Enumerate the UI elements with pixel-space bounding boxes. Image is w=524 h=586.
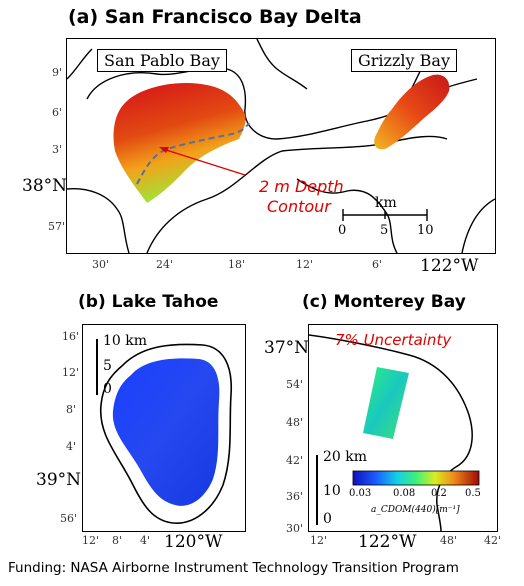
monterey-bay-map-graphic [309, 334, 480, 531]
scale-c-top: 20 km [323, 449, 368, 465]
scale-c-zero: 0 [323, 511, 332, 527]
lat-tick-c: 30' [286, 522, 304, 535]
scale-b-zero: 0 [103, 381, 112, 397]
lon-tick-a: 18' [228, 258, 246, 271]
lat-tick-c: 48' [286, 416, 304, 429]
lat-tick-b: 12' [62, 366, 80, 379]
lat-tick-a: 57' [48, 220, 66, 233]
panel-b-title: (b) Lake Tahoe [78, 292, 219, 312]
scale-b-mid: 5 [103, 358, 112, 374]
panel-b-map: 10 km 5 0 [82, 324, 246, 532]
annotation-arrow [162, 148, 246, 176]
san-pablo-bay-data [113, 82, 246, 203]
scale-tick-a-5: 5 [380, 223, 389, 238]
lon-tick-a: 24' [156, 258, 174, 271]
lon-tick-b: 8' [112, 534, 123, 547]
scale-tick-a-10: 10 [417, 223, 434, 238]
panel-c-map: 7% Uncertainty 20 km 10 0 0.03 0.08 0.2 … [308, 324, 498, 532]
lon-tick-a: 6' [372, 258, 383, 271]
lake-tahoe-data [112, 358, 220, 506]
grizzly-bay-data [374, 74, 450, 150]
annotation-contour: Contour [267, 197, 331, 216]
lat-tick-b: 8' [66, 403, 77, 416]
lon-tick-a: 122°W [420, 256, 479, 276]
lat-tick-b: 39°N [36, 470, 82, 490]
lat-tick-a: 9' [52, 66, 63, 79]
lon-tick-a: 12' [296, 258, 314, 271]
depth-contour [136, 122, 250, 185]
annotation-2m-depth: 2 m Depth [259, 177, 344, 196]
lon-tick-c: 48' [440, 534, 458, 547]
monterey-bay-data [363, 367, 409, 439]
funding-footer: Funding: NASA Airborne Instrument Techno… [8, 560, 459, 576]
lat-tick-b: 16' [62, 330, 80, 343]
lon-tick-b: 120°W [164, 532, 223, 552]
colorbar-tick: 0.2 [431, 488, 447, 499]
label-grizzly-bay: Grizzly Bay [351, 49, 457, 72]
lat-tick-a: 38°N [22, 176, 68, 196]
panel-c-title: (c) Monterey Bay [302, 292, 466, 312]
label-san-pablo-bay: San Pablo Bay [97, 49, 227, 72]
lat-tick-c: 36' [286, 490, 304, 503]
lon-tick-c: 122°W [358, 532, 417, 552]
annotation-arrowhead [159, 147, 169, 153]
scale-b-top: 10 km [103, 333, 148, 349]
monterey-coastline [309, 334, 473, 531]
lon-tick-b: 4' [140, 534, 151, 547]
lat-tick-c: 42' [286, 454, 304, 467]
scale-tick-a-0: 0 [338, 223, 347, 238]
panel-a-map: San Pablo Bay Grizzly Bay 2 m Depth Cont… [66, 38, 496, 254]
lat-tick-a: 6' [52, 106, 63, 119]
lat-tick-b: 4' [66, 440, 77, 453]
lat-tick-b: 56' [60, 512, 78, 525]
colorbar-tick: 0.03 [349, 488, 372, 499]
colorbar-label: a_CDOM(440)[m⁻¹] [371, 505, 460, 515]
lon-tick-a: 30' [92, 258, 110, 271]
lat-tick-a: 3' [52, 143, 63, 156]
lat-tick-c: 37°N [264, 338, 310, 358]
lon-tick-c: 12' [310, 534, 328, 547]
scale-c-mid: 10 [323, 483, 341, 499]
colorbar-tick: 0.08 [393, 488, 416, 499]
lon-tick-b: 12' [82, 534, 100, 547]
lake-shoreline [99, 343, 233, 524]
colorbar-tick: 0.5 [465, 488, 481, 499]
uncertainty-label: 7% Uncertainty [335, 331, 452, 349]
scale-unit-a: km [375, 195, 397, 211]
lat-tick-c: 54' [286, 378, 304, 391]
colorbar [352, 470, 480, 486]
lon-tick-c: 42' [484, 534, 502, 547]
panel-a-title: (a) San Francisco Bay Delta [68, 6, 362, 28]
sf-bay-map-graphic [67, 39, 495, 253]
lake-tahoe-map-graphic [96, 339, 233, 524]
